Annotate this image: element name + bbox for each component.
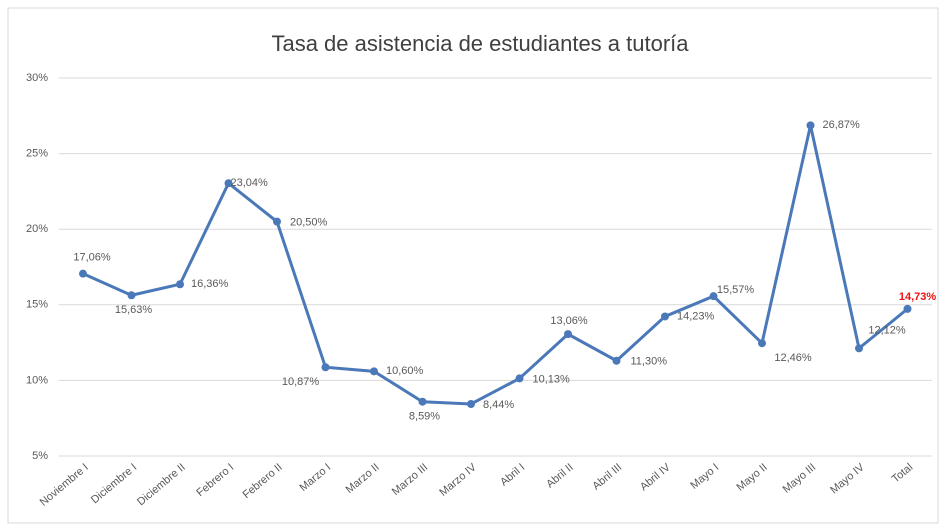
data-label: 20,50% [290, 217, 328, 229]
point [612, 356, 621, 365]
data-label: 17,06% [73, 252, 111, 264]
line [82, 125, 909, 406]
y-tick-label: 15% [26, 299, 48, 311]
point [564, 330, 572, 339]
data-label: 26,87% [823, 119, 861, 131]
data-label: 12,46% [774, 352, 812, 364]
data-label: 16,36% [191, 278, 229, 290]
point [661, 312, 669, 321]
data-label: 10,60% [386, 365, 424, 377]
point [515, 374, 524, 383]
point [176, 280, 184, 289]
data-label: 8,59% [409, 411, 440, 423]
data-label: 10,13% [533, 373, 571, 385]
data-label: 14,73% [899, 291, 937, 303]
data-label: 14,23% [677, 310, 715, 322]
chart-frame [7, 7, 939, 524]
data-label: 15,63% [115, 304, 153, 316]
point [79, 269, 87, 278]
chart-title: Tasa de asistencia de estudiantes a tuto… [271, 31, 689, 56]
data-label: 13,06% [550, 315, 588, 327]
point [855, 344, 863, 353]
y-tick-label: 5% [32, 450, 48, 462]
data-label: 10,87% [282, 376, 320, 388]
point [758, 339, 766, 348]
y-tick-label: 20% [26, 223, 48, 235]
point [903, 304, 912, 313]
point [467, 399, 475, 408]
point [127, 291, 136, 300]
data-label: 8,44% [483, 399, 514, 411]
point [806, 121, 815, 130]
data-label: 12,12% [868, 324, 906, 336]
data-label: 23,04% [231, 177, 269, 189]
point [224, 179, 233, 188]
point [370, 367, 378, 376]
point [418, 397, 427, 406]
data-label: 15,57% [717, 284, 755, 296]
y-tick-label: 10% [26, 374, 48, 386]
point [321, 363, 330, 372]
y-tick-label: 25% [26, 148, 48, 160]
y-tick-label: 30% [26, 72, 48, 84]
data-label: 11,30% [631, 356, 668, 368]
point [709, 292, 718, 301]
point [273, 217, 281, 226]
